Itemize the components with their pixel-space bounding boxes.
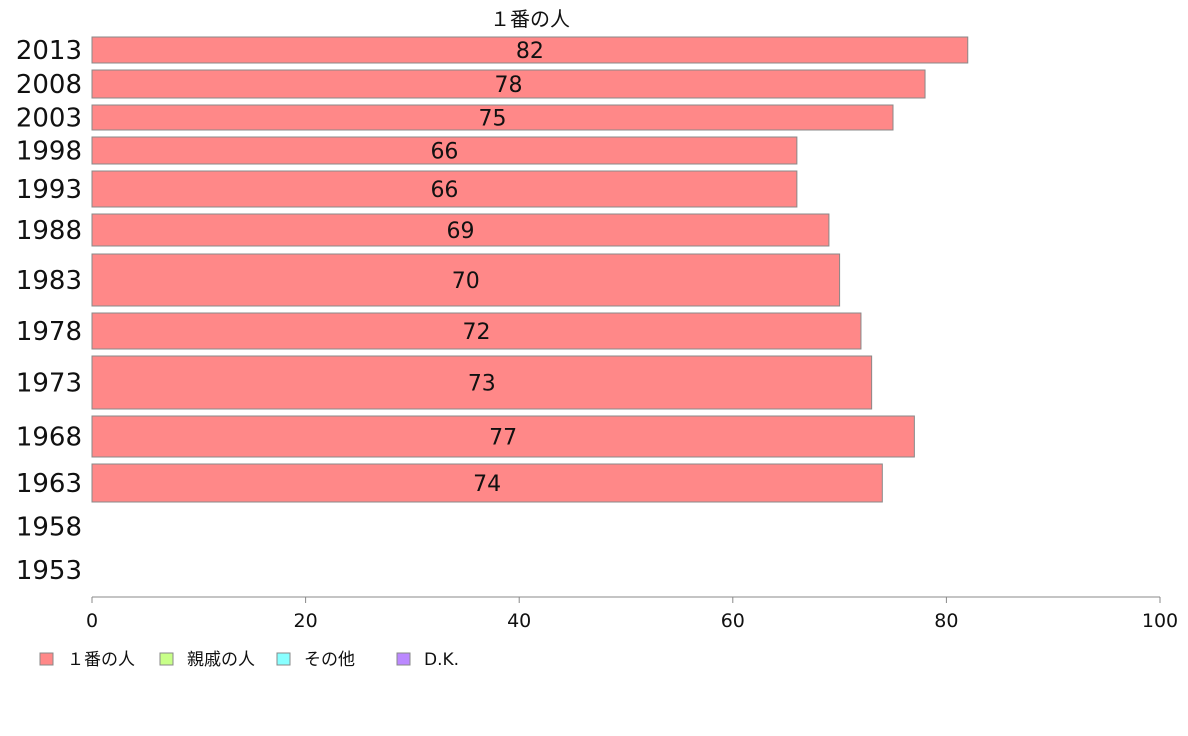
bar bbox=[91, 69, 926, 99]
x-tick-label: 0 bbox=[86, 610, 98, 632]
bar bbox=[91, 415, 915, 458]
bar-value-label: 72 bbox=[462, 320, 490, 345]
bar bbox=[91, 312, 862, 350]
y-tick-label: 2008 bbox=[16, 70, 82, 100]
bar-value-label: 75 bbox=[479, 107, 507, 132]
y-tick-label: 1968 bbox=[16, 423, 82, 453]
legend-label: D.K. bbox=[424, 650, 459, 670]
y-tick-label: 1993 bbox=[16, 175, 82, 205]
x-tick-label: 100 bbox=[1142, 610, 1178, 632]
y-tick-label: 1998 bbox=[16, 137, 82, 167]
x-axis: 0 20 40 60 80 100 bbox=[86, 596, 1178, 632]
bar-value-label: 82 bbox=[516, 39, 544, 64]
legend-label: 親戚の人 bbox=[187, 650, 255, 670]
y-tick-label: 1953 bbox=[16, 556, 82, 586]
legend: １番の人 親戚の人 その他 D.K. bbox=[39, 650, 459, 670]
legend-label: １番の人 bbox=[67, 650, 135, 670]
legend-swatch bbox=[396, 652, 411, 666]
y-tick-label: 2013 bbox=[16, 36, 82, 66]
bar bbox=[91, 104, 894, 131]
series-title: １番の人 bbox=[490, 7, 570, 31]
bar bbox=[91, 355, 873, 410]
y-tick-label: 1988 bbox=[16, 216, 82, 246]
bar bbox=[91, 36, 969, 64]
bar bbox=[91, 213, 830, 247]
bar bbox=[91, 463, 883, 503]
x-tick-label: 60 bbox=[721, 610, 745, 632]
bar-value-label: 66 bbox=[430, 140, 458, 165]
bar bbox=[91, 253, 841, 307]
y-tick-label: 1958 bbox=[16, 513, 82, 543]
bar-value-label: 66 bbox=[430, 178, 458, 203]
bar-value-label: 70 bbox=[452, 269, 480, 294]
x-tick-label: 80 bbox=[934, 610, 958, 632]
bar-value-label: 69 bbox=[446, 219, 474, 244]
y-tick-label: 1978 bbox=[16, 317, 82, 347]
legend-swatch bbox=[276, 652, 291, 666]
y-tick-label: 1973 bbox=[16, 369, 82, 399]
bar-value-label: 77 bbox=[489, 426, 517, 451]
bars-group: 82 78 75 66 66 69 70 72 73 77 74 bbox=[91, 36, 969, 503]
legend-swatch bbox=[159, 652, 174, 666]
bar-value-label: 73 bbox=[468, 372, 496, 397]
x-tick-label: 20 bbox=[294, 610, 318, 632]
bar bbox=[91, 136, 798, 165]
x-tick-label: 40 bbox=[507, 610, 531, 632]
bar-value-label: 74 bbox=[473, 472, 501, 497]
y-tick-label: 1963 bbox=[16, 469, 82, 499]
y-tick-label: 1983 bbox=[16, 266, 82, 296]
y-tick-label: 2003 bbox=[16, 104, 82, 134]
legend-label: その他 bbox=[304, 650, 355, 670]
bar-value-label: 78 bbox=[495, 73, 523, 98]
bar bbox=[91, 170, 798, 208]
legend-swatch bbox=[39, 652, 54, 666]
